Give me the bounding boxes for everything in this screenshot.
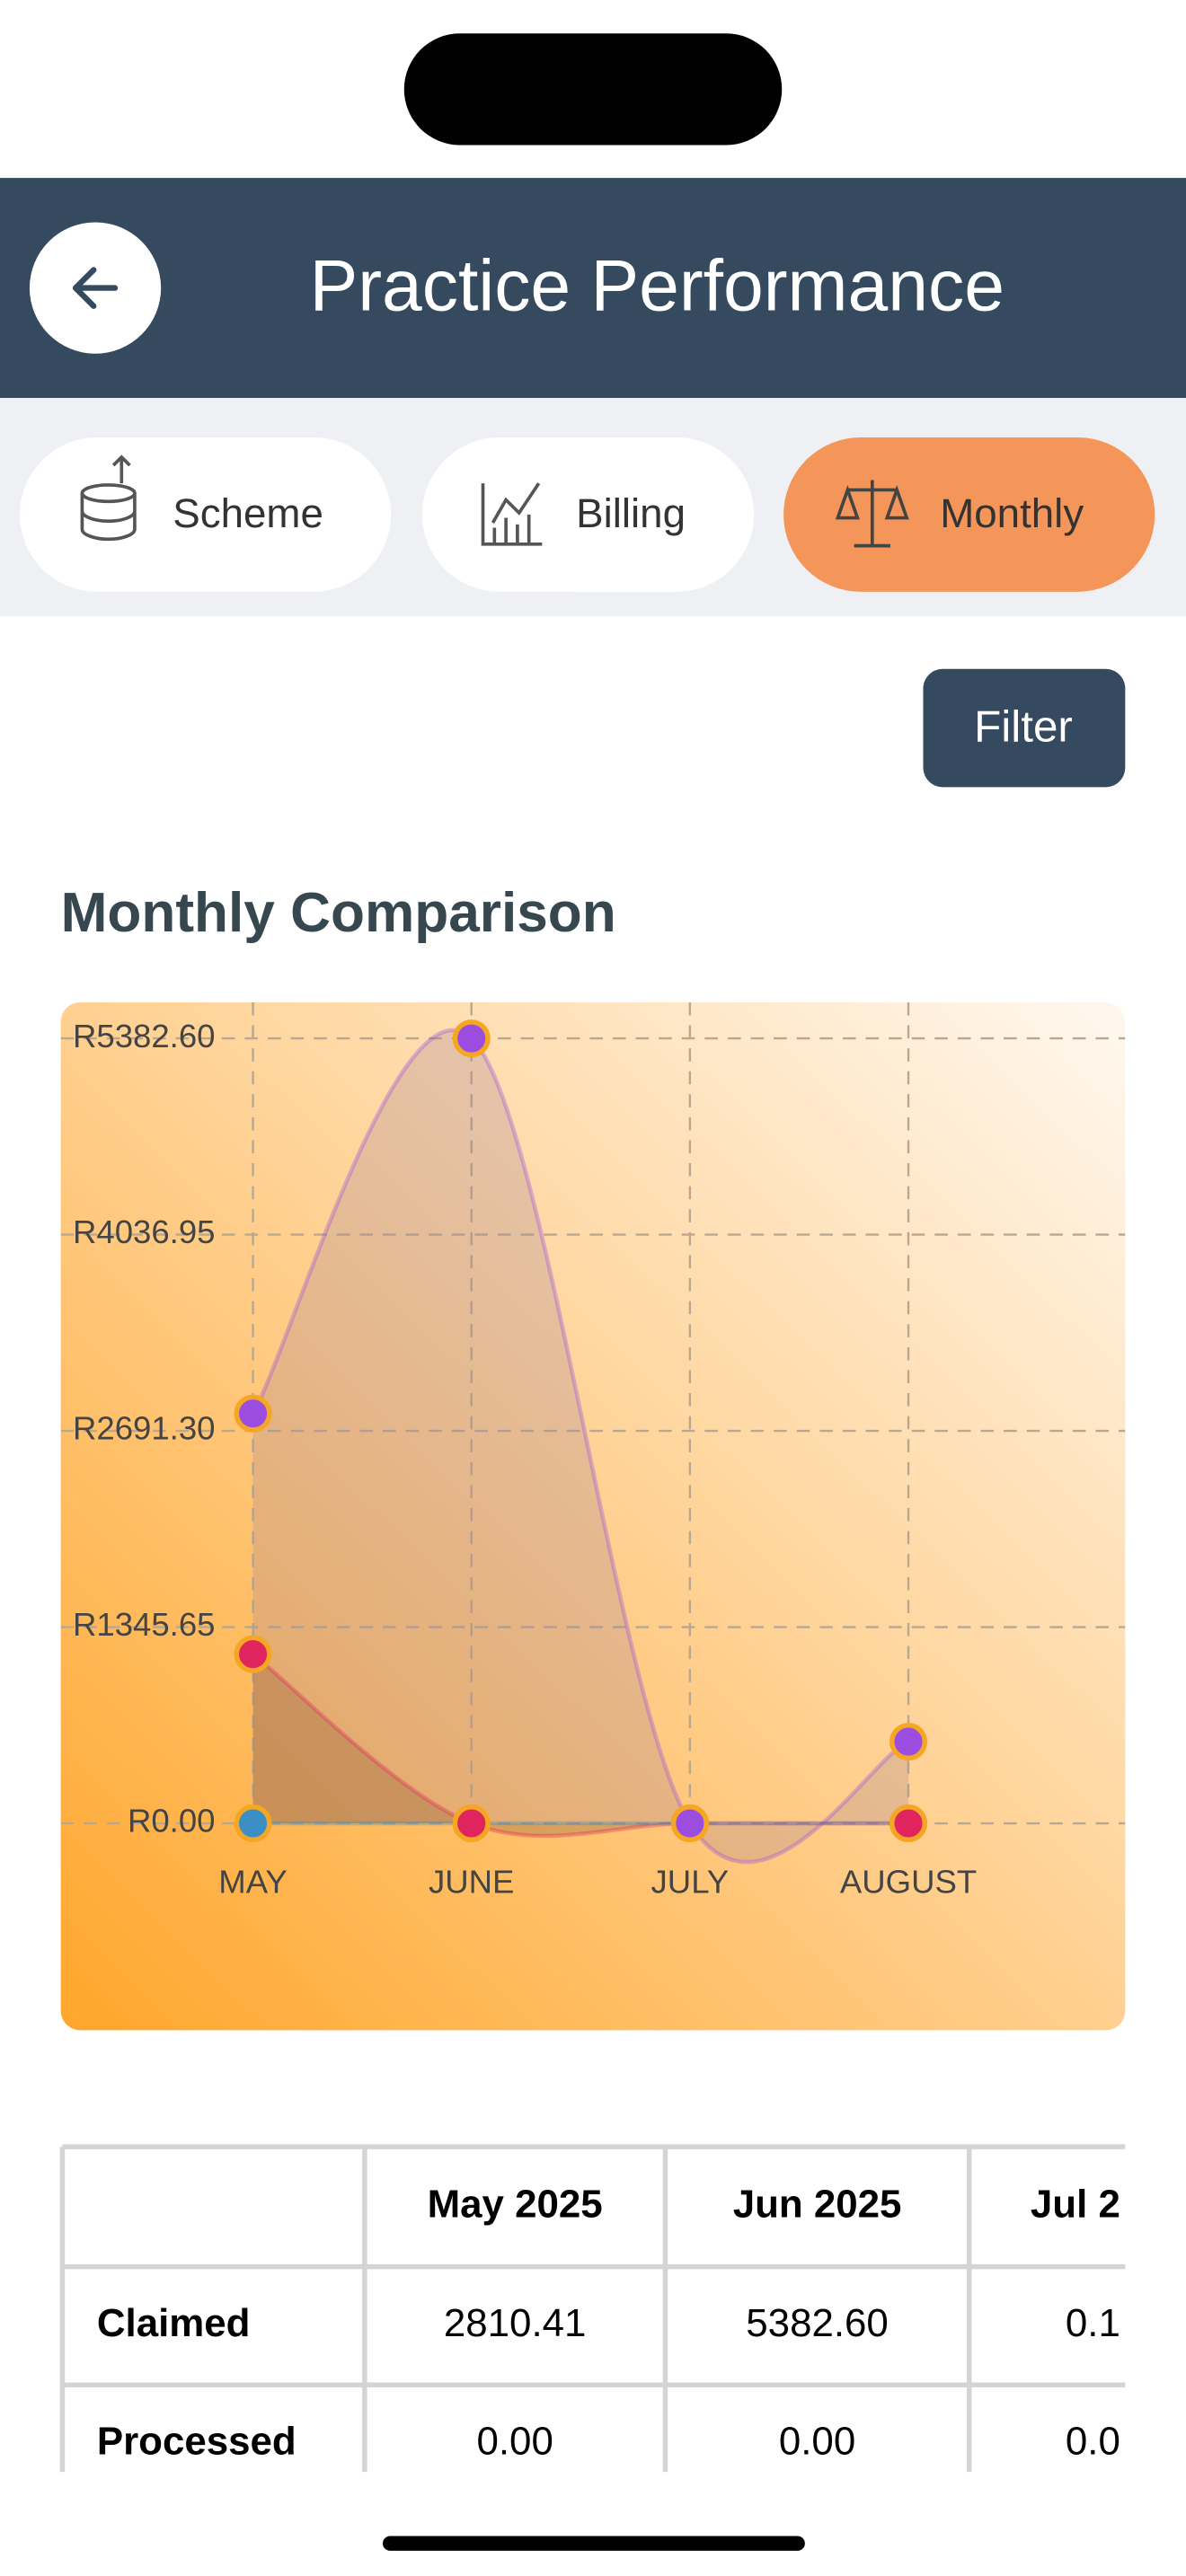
home-indicator <box>382 2536 805 2551</box>
series-area <box>252 1654 909 1836</box>
y-tick-label: R1345.65 <box>73 1606 216 1643</box>
y-tick-label: R0.00 <box>128 1803 216 1839</box>
tab-billing[interactable]: Billing <box>421 437 755 592</box>
chart-background <box>60 1001 1126 2031</box>
table-cell: Claimed <box>97 2301 251 2345</box>
data-point <box>452 1019 491 1058</box>
back-button[interactable] <box>29 222 162 354</box>
data-point <box>670 1804 709 1843</box>
tab-label: Monthly <box>940 490 1084 536</box>
tab-label: Billing <box>576 490 686 536</box>
data-point <box>890 1804 928 1843</box>
tab-scheme[interactable]: Scheme <box>19 437 392 592</box>
x-tick-label: MAY <box>218 1863 287 1900</box>
table-header: Jul 2 <box>1031 2183 1120 2227</box>
x-tick-label: AUGUST <box>840 1863 977 1900</box>
table-cell: 5382.60 <box>746 2301 889 2345</box>
series-line <box>251 1028 909 1865</box>
x-tick-label: JUNE <box>429 1863 514 1900</box>
filter-button[interactable]: Filter <box>923 668 1126 788</box>
table: May 2025 Jun 2025 Jul 2 Claimed 2810.41 5382.… <box>59 2144 1126 2473</box>
header-title: Practice Performance <box>310 245 1005 326</box>
data-point <box>234 1394 272 1433</box>
x-tick-label: JULY <box>651 1863 730 1900</box>
y-tick-label: R5382.60 <box>73 1018 216 1054</box>
tab-label: Scheme <box>173 490 323 536</box>
camera-notch <box>403 33 783 146</box>
y-tick-label: R4036.95 <box>73 1213 216 1250</box>
data-point <box>234 1635 272 1673</box>
table-cell: 0.1 <box>1066 2301 1120 2345</box>
tab-monthly[interactable]: Monthly <box>783 437 1155 592</box>
series-area <box>252 1030 909 1863</box>
table-cell: 2810.41 <box>444 2301 587 2345</box>
table-cell: Processed <box>97 2420 296 2464</box>
table-header: Jun 2025 <box>733 2183 902 2227</box>
table-cell: 0.00 <box>779 2420 855 2464</box>
data-point <box>890 1723 928 1761</box>
data-point <box>234 1804 272 1843</box>
table-cell: 0.00 <box>476 2420 553 2464</box>
header-bar <box>0 178 1186 399</box>
data-point <box>452 1804 491 1843</box>
section-title: Monthly Comparison <box>61 882 616 944</box>
filter-label: Filter <box>974 701 1073 751</box>
series-line <box>252 1652 909 1839</box>
y-tick-label: R2691.30 <box>73 1410 216 1447</box>
table-cell: 0.0 <box>1066 2420 1120 2464</box>
chart: R0.00 R1345.65 R2691.30 R4036.95 R5382.60 MAY… <box>60 1001 1126 1900</box>
table-header: May 2025 <box>428 2183 603 2227</box>
